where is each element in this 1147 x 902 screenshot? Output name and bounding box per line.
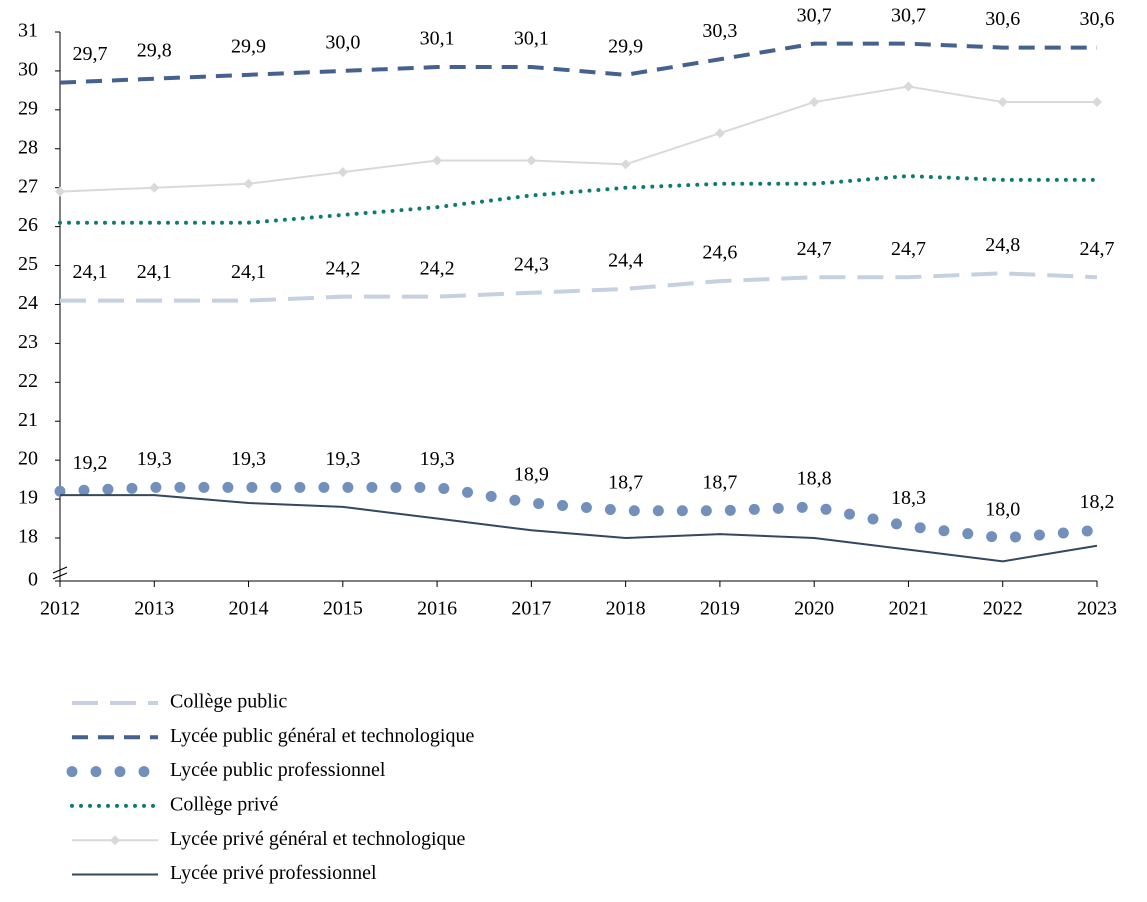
value-label: 18,2 xyxy=(1080,491,1115,513)
marker xyxy=(526,155,537,166)
marker xyxy=(55,186,65,197)
y-tick-label: 22 xyxy=(18,370,38,392)
series-line xyxy=(60,494,1098,563)
series-line xyxy=(59,41,1097,85)
x-tick-label: 2017 xyxy=(511,598,551,620)
y-tick-label: 31 xyxy=(18,20,38,42)
marker xyxy=(620,159,631,170)
marker xyxy=(997,97,1008,108)
value-label: 29,8 xyxy=(137,39,172,61)
value-label: 24,1 xyxy=(231,261,266,283)
x-tick-label: 2023 xyxy=(1077,598,1117,620)
value-label: 24,6 xyxy=(702,242,737,264)
y-tick-label: 28 xyxy=(18,136,38,158)
y-tick-label: 19 xyxy=(18,487,38,509)
value-label: 24,8 xyxy=(985,234,1020,256)
x-tick-label: 2018 xyxy=(606,598,646,620)
marker xyxy=(809,97,820,108)
value-label: 19,3 xyxy=(420,448,455,470)
value-label: 24,7 xyxy=(797,238,832,260)
legend-label: Lycée public professionnel xyxy=(170,759,386,781)
marker xyxy=(243,178,254,189)
value-label: 29,7 xyxy=(73,43,108,65)
y-tick-label: 21 xyxy=(18,409,38,431)
value-label: 30,7 xyxy=(891,4,926,26)
marker xyxy=(432,155,443,166)
value-label: 24,3 xyxy=(514,253,549,275)
series-line xyxy=(59,85,1097,193)
value-label: 18,9 xyxy=(514,464,549,486)
value-label: 29,9 xyxy=(608,35,643,57)
marker xyxy=(1092,97,1102,108)
y-tick-label: 18 xyxy=(18,526,38,548)
series-line xyxy=(54,481,1103,544)
x-tick-label: 2019 xyxy=(700,598,740,620)
value-label: 24,2 xyxy=(420,257,455,279)
value-label: 30,7 xyxy=(797,4,832,26)
x-tick-label: 2016 xyxy=(417,598,457,620)
value-label: 30,1 xyxy=(514,28,549,50)
value-label: 24,4 xyxy=(608,249,643,271)
legend-label: Collège public xyxy=(170,691,287,713)
marker xyxy=(149,182,160,193)
value-label: 24,7 xyxy=(1080,238,1115,260)
value-label: 30,6 xyxy=(1080,8,1115,30)
marker xyxy=(903,81,914,92)
x-tick-label: 2012 xyxy=(40,598,80,620)
axis-break xyxy=(52,566,68,580)
y-tick-label: 29 xyxy=(18,97,38,119)
value-label: 24,7 xyxy=(891,238,926,260)
value-label: 30,0 xyxy=(325,32,360,54)
y-tick-label: 30 xyxy=(18,59,38,81)
value-label: 19,3 xyxy=(231,448,266,470)
y-tick-label: 0 xyxy=(28,569,38,591)
legend-label: Collège privé xyxy=(170,793,278,815)
legend-label: Lycée public général et technologique xyxy=(170,725,474,747)
legend-marker xyxy=(110,835,120,846)
x-tick-label: 2022 xyxy=(983,598,1023,620)
value-label: 30,6 xyxy=(985,8,1020,30)
legend-label: Lycée privé professionnel xyxy=(170,862,377,884)
value-label: 19,3 xyxy=(137,448,172,470)
marker xyxy=(714,128,725,139)
legend-label: Lycée privé général et technologique xyxy=(170,828,466,850)
x-tick-label: 2020 xyxy=(794,598,834,620)
marker xyxy=(337,167,348,178)
value-label: 29,9 xyxy=(231,35,266,57)
value-label: 18,8 xyxy=(797,467,832,489)
y-tick-label: 24 xyxy=(18,292,38,314)
x-tick-label: 2014 xyxy=(229,598,269,620)
x-tick-label: 2015 xyxy=(323,598,363,620)
value-label: 19,2 xyxy=(73,452,108,474)
value-label: 18,3 xyxy=(891,487,926,509)
value-label: 30,3 xyxy=(702,20,737,42)
y-tick-label: 27 xyxy=(18,175,38,197)
value-label: 18,7 xyxy=(702,471,737,493)
x-tick-label: 2021 xyxy=(888,598,928,620)
y-tick-label: 26 xyxy=(18,214,38,236)
value-label: 19,3 xyxy=(325,448,360,470)
value-label: 24,1 xyxy=(137,261,172,283)
y-tick-label: 23 xyxy=(18,331,38,353)
series-line xyxy=(60,271,1098,303)
value-label: 30,1 xyxy=(420,28,455,50)
x-tick-label: 2013 xyxy=(134,598,174,620)
y-tick-label: 20 xyxy=(18,448,38,470)
value-label: 18,0 xyxy=(985,499,1020,521)
value-label: 24,1 xyxy=(73,261,108,283)
value-label: 24,2 xyxy=(325,257,360,279)
series-line xyxy=(58,174,1099,225)
y-tick-label: 25 xyxy=(18,253,38,275)
value-label: 18,7 xyxy=(608,471,643,493)
